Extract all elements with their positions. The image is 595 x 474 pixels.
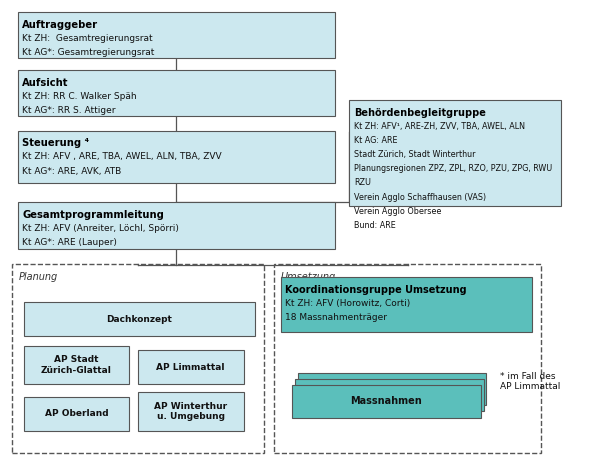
Text: Bund: ARE: Bund: ARE bbox=[354, 221, 396, 230]
Text: Verein Agglo Obersee: Verein Agglo Obersee bbox=[354, 207, 441, 216]
Text: AP Oberland: AP Oberland bbox=[45, 409, 108, 418]
Text: Kt AG*: ARE (Lauper): Kt AG*: ARE (Lauper) bbox=[23, 238, 117, 247]
FancyBboxPatch shape bbox=[349, 100, 560, 206]
FancyBboxPatch shape bbox=[292, 385, 481, 418]
FancyBboxPatch shape bbox=[18, 12, 335, 58]
FancyBboxPatch shape bbox=[138, 392, 243, 431]
Text: * im Fall des
AP Limmattal: * im Fall des AP Limmattal bbox=[500, 372, 560, 391]
Text: Kt AG*: ARE, AVK, ATB: Kt AG*: ARE, AVK, ATB bbox=[23, 166, 121, 175]
Text: Dachkonzept: Dachkonzept bbox=[107, 315, 172, 324]
Text: Kt ZH:  Gesamtregierungsrat: Kt ZH: Gesamtregierungsrat bbox=[23, 34, 153, 43]
FancyBboxPatch shape bbox=[18, 202, 335, 249]
Text: AP Limmattal: AP Limmattal bbox=[156, 363, 225, 372]
FancyBboxPatch shape bbox=[18, 70, 335, 117]
Text: Stadt Zürich, Stadt Winterthur: Stadt Zürich, Stadt Winterthur bbox=[354, 150, 475, 159]
Text: Auftraggeber: Auftraggeber bbox=[23, 19, 99, 29]
Text: Kt AG*: Gesamtregierungsrat: Kt AG*: Gesamtregierungsrat bbox=[23, 48, 155, 57]
Text: Umsetzung: Umsetzung bbox=[281, 272, 336, 282]
Text: Massnahmen: Massnahmen bbox=[350, 396, 422, 407]
Text: Gesamtprogrammleitung: Gesamtprogrammleitung bbox=[23, 210, 164, 220]
FancyBboxPatch shape bbox=[298, 373, 487, 405]
Text: Kt ZH: AFV (Horowitz, Corti): Kt ZH: AFV (Horowitz, Corti) bbox=[286, 299, 411, 308]
Text: RZU: RZU bbox=[354, 178, 371, 187]
FancyBboxPatch shape bbox=[24, 302, 255, 336]
Text: Planungsregionen ZPZ, ZPL, RZO, PZU, ZPG, RWU: Planungsregionen ZPZ, ZPL, RZO, PZU, ZPG… bbox=[354, 164, 552, 173]
Text: Planung: Planung bbox=[19, 272, 58, 282]
Text: Kt AG: ARE: Kt AG: ARE bbox=[354, 136, 397, 145]
Text: Kt AG*: RR S. Attiger: Kt AG*: RR S. Attiger bbox=[23, 106, 116, 115]
Text: Kt ZH: AFV (Anreiter, Löchl, Spörri): Kt ZH: AFV (Anreiter, Löchl, Spörri) bbox=[23, 224, 179, 233]
Text: Behördenbegleitgruppe: Behördenbegleitgruppe bbox=[354, 108, 486, 118]
FancyBboxPatch shape bbox=[18, 131, 335, 182]
Text: Kt ZH: RR C. Walker Späh: Kt ZH: RR C. Walker Späh bbox=[23, 92, 137, 101]
FancyBboxPatch shape bbox=[24, 346, 129, 384]
FancyBboxPatch shape bbox=[12, 264, 264, 454]
Text: Kt ZH: AFV , ARE, TBA, AWEL, ALN, TBA, ZVV: Kt ZH: AFV , ARE, TBA, AWEL, ALN, TBA, Z… bbox=[23, 153, 222, 162]
Text: Verein Agglo Schaffhausen (VAS): Verein Agglo Schaffhausen (VAS) bbox=[354, 192, 486, 201]
Text: Steuerung ⁴: Steuerung ⁴ bbox=[23, 138, 89, 148]
FancyBboxPatch shape bbox=[295, 379, 484, 411]
Text: 18 Massnahmenträger: 18 Massnahmenträger bbox=[286, 313, 387, 322]
Text: Kt ZH: AFV¹, ARE-ZH, ZVV, TBA, AWEL, ALN: Kt ZH: AFV¹, ARE-ZH, ZVV, TBA, AWEL, ALN bbox=[354, 122, 525, 131]
Text: Aufsicht: Aufsicht bbox=[23, 78, 69, 88]
FancyBboxPatch shape bbox=[281, 277, 532, 331]
FancyBboxPatch shape bbox=[274, 264, 541, 454]
Text: Koordinationsgruppe Umsetzung: Koordinationsgruppe Umsetzung bbox=[286, 285, 467, 295]
Text: AP Stadt
Zürich-Glattal: AP Stadt Zürich-Glattal bbox=[41, 356, 112, 375]
FancyBboxPatch shape bbox=[24, 397, 129, 431]
Text: AP Winterthur
u. Umgebung: AP Winterthur u. Umgebung bbox=[154, 401, 227, 421]
FancyBboxPatch shape bbox=[138, 350, 243, 384]
